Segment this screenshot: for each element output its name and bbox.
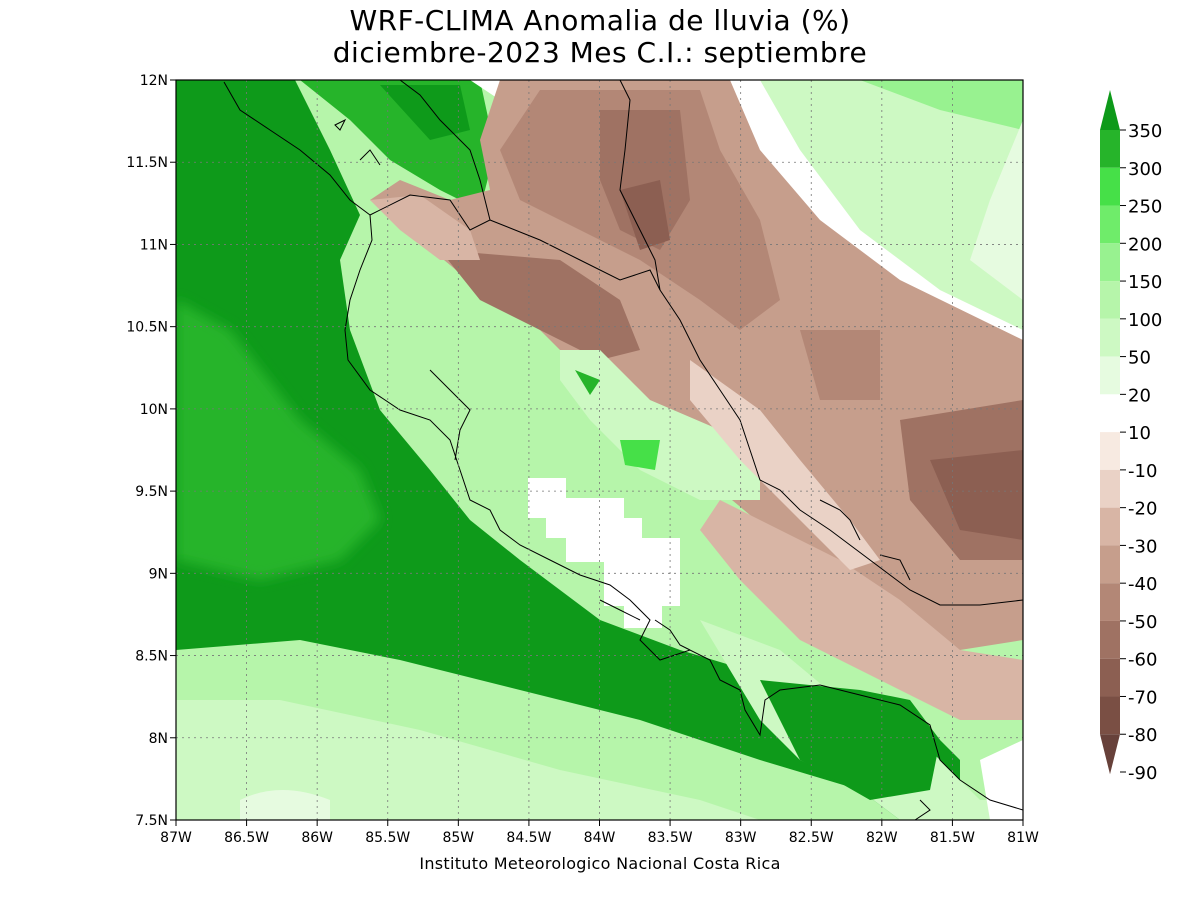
colorbar-swatch (1100, 243, 1120, 282)
x-tick-label: 81W (1007, 830, 1039, 846)
colorbar-label: 300 (1128, 159, 1162, 180)
y-tick-label: 11N (140, 237, 168, 253)
colorbar-swatch (1100, 696, 1120, 735)
x-tick-label: 85W (442, 830, 474, 846)
x-tick-label: 83.5W (648, 830, 693, 846)
colorbar-bottom-arrow (1100, 734, 1120, 775)
colorbar-swatch (1100, 205, 1120, 244)
y-tick-label: 10N (140, 402, 168, 418)
colorbar-swatch (1100, 620, 1120, 659)
y-tick-label: 7.5N (135, 813, 168, 829)
colorbar-label: -90 (1128, 763, 1157, 784)
coastline (223, 80, 1023, 820)
x-tick-label: 83W (725, 830, 757, 846)
colorbar-swatch (1100, 281, 1120, 319)
colorbar-label: 150 (1128, 272, 1162, 293)
y-tick-label: 11.5N (126, 155, 168, 171)
chart-title-line-1: WRF-CLIMA Anomalia de lluvia (%) (349, 4, 851, 37)
x-tick-label: 85.5W (365, 830, 410, 846)
x-tick-label: 82W (866, 830, 898, 846)
credit-text: Instituto Meteorologico Nacional Costa R… (419, 854, 781, 873)
x-tick-label: 86W (301, 830, 333, 846)
colorbar-label: -80 (1128, 725, 1157, 746)
colorbar-label: -10 (1128, 461, 1157, 482)
x-tick-label: 81.5W (930, 830, 975, 846)
colorbar-label: 20 (1128, 385, 1151, 406)
missing-data-mask (528, 478, 680, 628)
colorbar-swatch (1100, 356, 1120, 395)
chart-title-line-2: diciembre-2023 Mes C.I.: septiembre (332, 36, 868, 69)
colorbar-label: -30 (1128, 536, 1157, 557)
y-tick-label: 10.5N (126, 320, 168, 336)
y-tick-label: 9N (149, 566, 168, 582)
colorbar-label: 200 (1128, 234, 1162, 255)
colorbar-swatch (1100, 469, 1120, 508)
y-axis: 12N 11.5N 11N 10.5N 10N 9.5N 9N 8.5N 8N 7.5N (126, 73, 176, 829)
colorbar-label: 350 (1128, 121, 1162, 142)
colorbar-swatch (1100, 167, 1120, 206)
colorbar-label: 100 (1128, 310, 1162, 331)
x-tick-label: 84W (584, 830, 616, 846)
colorbar-label: -60 (1128, 650, 1157, 671)
y-tick-label: 8N (149, 731, 168, 747)
colorbar-swatch (1100, 130, 1120, 168)
colorbar-swatch (1100, 658, 1120, 697)
colorbar-label: 250 (1128, 197, 1162, 218)
pacific-wet-area (176, 80, 960, 820)
colorbar-label: 10 (1128, 423, 1151, 444)
colorbar-swatch (1100, 318, 1120, 357)
x-tick-label: 86.5W (224, 830, 269, 846)
y-tick-label: 12N (140, 73, 168, 89)
x-axis: 87W 86.5W 86W 85.5W 85W 84.5W 84W 83.5W 83W 82.5W… (160, 820, 1039, 846)
x-tick-label: 87W (160, 830, 192, 846)
colorbar-label: -40 (1128, 574, 1157, 595)
colorbar-label: -50 (1128, 612, 1157, 633)
x-tick-label: 82.5W (789, 830, 834, 846)
y-tick-label: 8.5N (135, 649, 168, 665)
x-tick-label: 84.5W (506, 830, 551, 846)
colorbar-swatch (1100, 394, 1120, 433)
colorbar-label: 50 (1128, 348, 1151, 369)
anomaly-field (176, 80, 1023, 820)
colorbar: 350 300 250 200 150 100 50 20 10 -10 -20 -30 -40 -50 -… (1100, 90, 1162, 784)
colorbar-label: -20 (1128, 499, 1157, 520)
colorbar-label: -70 (1128, 687, 1157, 708)
colorbar-swatch (1100, 545, 1120, 584)
colorbar-swatch (1100, 583, 1120, 621)
colorbar-top-arrow (1100, 90, 1120, 130)
colorbar-swatch (1100, 507, 1120, 546)
colorbar-swatch (1100, 432, 1120, 470)
y-tick-label: 9.5N (135, 484, 168, 500)
